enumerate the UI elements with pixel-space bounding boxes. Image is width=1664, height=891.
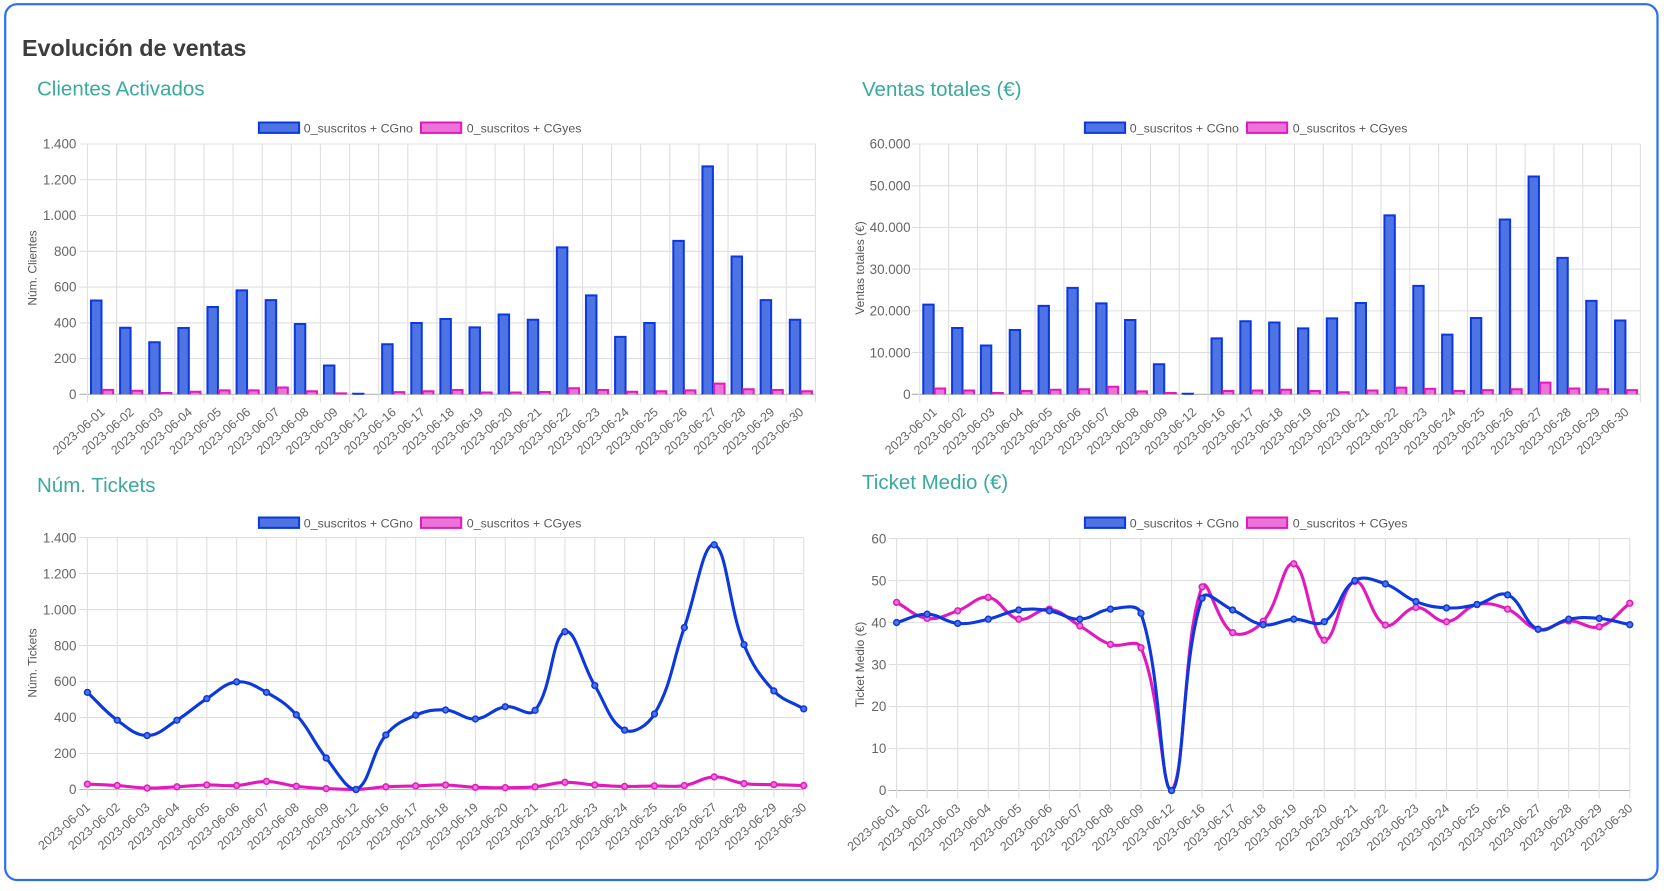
svg-text:40.000: 40.000 <box>870 220 911 235</box>
svg-text:0_suscritos + CGno: 0_suscritos + CGno <box>304 517 413 531</box>
svg-text:0_suscritos + CGyes: 0_suscritos + CGyes <box>1293 122 1408 136</box>
svg-text:Ticket Medio (€): Ticket Medio (€) <box>862 471 1008 494</box>
svg-text:0: 0 <box>69 782 76 797</box>
svg-text:Núm. Clientes: Núm. Clientes <box>26 230 40 305</box>
svg-text:0_suscritos + CGyes: 0_suscritos + CGyes <box>467 517 582 531</box>
svg-text:30.000: 30.000 <box>870 262 911 277</box>
svg-text:800: 800 <box>54 244 76 259</box>
svg-text:1.400: 1.400 <box>43 530 77 545</box>
svg-text:800: 800 <box>54 638 76 653</box>
svg-text:Núm. Tickets: Núm. Tickets <box>26 628 40 697</box>
svg-text:60: 60 <box>871 531 886 546</box>
svg-text:1.400: 1.400 <box>43 137 77 152</box>
svg-text:200: 200 <box>54 351 76 366</box>
svg-text:0_suscritos + CGno: 0_suscritos + CGno <box>1130 517 1239 531</box>
svg-text:Clientes Activados: Clientes Activados <box>37 78 205 101</box>
svg-text:20: 20 <box>871 699 886 714</box>
svg-text:50: 50 <box>871 573 886 588</box>
svg-text:Evolución de ventas: Evolución de ventas <box>22 35 246 61</box>
svg-text:1.200: 1.200 <box>43 172 77 187</box>
svg-text:600: 600 <box>54 674 76 689</box>
svg-text:1.000: 1.000 <box>43 602 77 617</box>
svg-text:60.000: 60.000 <box>870 137 911 152</box>
svg-text:0_suscritos + CGno: 0_suscritos + CGno <box>1130 122 1239 136</box>
svg-text:0_suscritos + CGyes: 0_suscritos + CGyes <box>467 122 582 136</box>
svg-text:Ventas totales (€): Ventas totales (€) <box>853 221 867 314</box>
svg-text:Ventas totales (€): Ventas totales (€) <box>862 78 1022 101</box>
svg-text:0_suscritos + CGno: 0_suscritos + CGno <box>304 122 413 136</box>
svg-text:0: 0 <box>903 387 910 402</box>
svg-text:400: 400 <box>54 710 76 725</box>
svg-text:30: 30 <box>871 657 886 672</box>
svg-text:200: 200 <box>54 746 76 761</box>
svg-text:0: 0 <box>879 783 886 798</box>
svg-text:1.200: 1.200 <box>43 566 77 581</box>
svg-text:Ticket Medio (€): Ticket Medio (€) <box>853 622 867 708</box>
svg-text:10.000: 10.000 <box>870 345 911 360</box>
svg-text:40: 40 <box>871 615 886 630</box>
svg-text:1.000: 1.000 <box>43 208 77 223</box>
svg-text:20.000: 20.000 <box>870 304 911 319</box>
svg-text:10: 10 <box>871 741 886 756</box>
svg-text:50.000: 50.000 <box>870 178 911 193</box>
svg-text:0_suscritos + CGyes: 0_suscritos + CGyes <box>1293 517 1408 531</box>
svg-text:600: 600 <box>54 280 76 295</box>
svg-text:Núm. Tickets: Núm. Tickets <box>37 474 155 497</box>
svg-text:400: 400 <box>54 315 76 330</box>
svg-text:0: 0 <box>69 387 76 402</box>
